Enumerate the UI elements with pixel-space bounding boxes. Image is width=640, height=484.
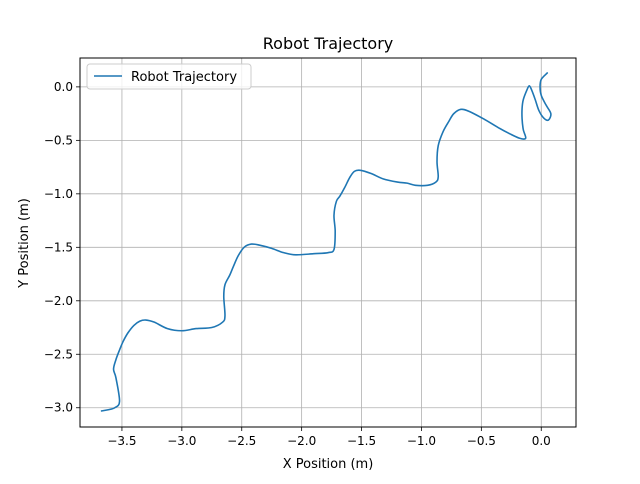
y-tick-label: −3.0 bbox=[44, 401, 73, 415]
plot-area bbox=[80, 58, 576, 427]
x-tick-label: −0.5 bbox=[467, 434, 496, 448]
x-tick-label: 0.0 bbox=[532, 434, 551, 448]
y-tick-label: −2.0 bbox=[44, 294, 73, 308]
y-tick-label: 0.0 bbox=[54, 80, 73, 94]
legend-box bbox=[86, 63, 252, 90]
x-tick-label: −1.0 bbox=[407, 434, 436, 448]
x-tick-label: −2.0 bbox=[287, 434, 316, 448]
x-axis-label: X Position (m) bbox=[283, 457, 374, 472]
legend-label: Robot Trajectory bbox=[131, 70, 237, 85]
y-axis-ticks: −3.0 −2.5 −2.0 −1.5 −1.0 −0.5 0.0 bbox=[44, 80, 80, 415]
y-tick-label: −1.0 bbox=[44, 187, 73, 201]
y-axis-label: Y Position (m) bbox=[17, 198, 32, 289]
y-tick-label: −1.5 bbox=[44, 240, 73, 254]
axes-frame bbox=[79, 57, 577, 428]
y-tick-label: −0.5 bbox=[44, 133, 73, 147]
x-tick-label: −3.5 bbox=[107, 434, 136, 448]
y-tick-label: −2.5 bbox=[44, 347, 73, 361]
chart-title: Robot Trajectory bbox=[263, 34, 394, 53]
x-tick-label: −3.0 bbox=[167, 434, 196, 448]
x-axis-ticks: −3.5 −3.0 −2.5 −2.0 −1.5 −1.0 −0.5 0.0 bbox=[107, 427, 551, 448]
x-tick-label: −2.5 bbox=[227, 434, 256, 448]
x-tick-label: −1.5 bbox=[347, 434, 376, 448]
grid-lines bbox=[80, 58, 576, 427]
legend: Robot Trajectory bbox=[86, 63, 252, 90]
series-line-robot-trajectory bbox=[100, 72, 552, 412]
series-layer bbox=[100, 72, 552, 412]
